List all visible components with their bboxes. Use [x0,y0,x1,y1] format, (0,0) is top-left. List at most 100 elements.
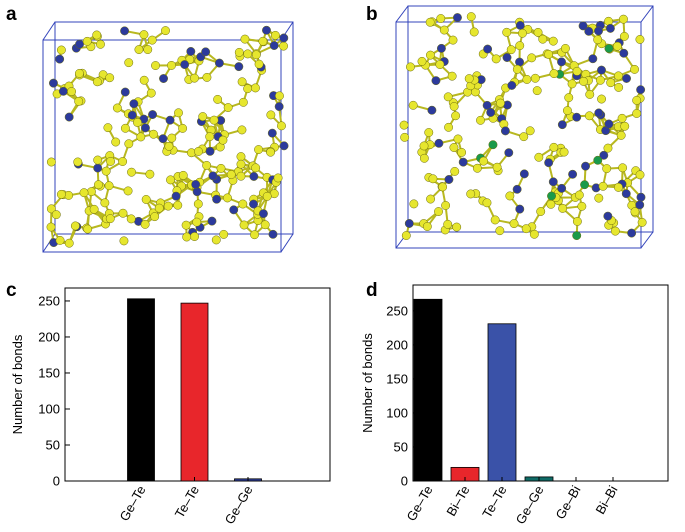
atom [472,163,482,173]
atom [605,23,615,33]
atom [572,112,582,122]
atom [422,222,432,231]
atom [56,45,66,55]
atom [548,177,558,187]
box-edge [395,5,409,23]
atom [120,123,130,133]
atom [89,204,99,214]
y-tick-label: 150 [386,371,408,386]
atom [509,219,519,229]
atom [585,90,595,99]
atom [431,76,441,86]
atom [93,155,103,165]
atom [632,109,642,118]
atom [637,217,647,227]
atom [254,145,264,155]
x-tick-label: Ge–Ge [513,483,547,527]
x-tick-label: Te–Te [172,483,202,521]
atom [133,118,142,127]
atom [525,126,535,136]
atom [610,226,620,236]
atom [239,220,249,230]
atom [212,194,222,204]
atom [202,160,212,170]
atom [205,132,215,142]
y-axis-label: Number of bonds [10,334,25,434]
atom [163,201,173,211]
atom [447,71,457,81]
atom [237,125,247,135]
y-tick-label: 50 [46,437,60,452]
atom [270,30,280,40]
atom [572,66,582,76]
atom [602,164,612,174]
atom [558,203,568,213]
y-tick-label: 100 [38,401,60,416]
atom [518,28,527,38]
x-tick-label: Ge–Te [403,483,435,524]
atom [64,238,74,248]
atom [67,87,77,96]
atom [636,85,646,95]
atom [614,82,624,92]
atom [236,159,246,169]
atom [606,78,616,88]
atom [504,148,514,158]
atom [164,141,174,151]
atom [404,219,414,228]
atom [145,169,155,179]
bar [487,323,517,482]
atom [559,147,569,157]
atom [574,190,584,200]
atom [557,183,567,193]
atom [240,34,250,44]
atom [105,214,115,224]
atom [486,108,496,117]
atom [267,128,277,138]
atom [533,27,543,37]
x-tick-label: Bi–Bi [592,483,620,517]
atom [439,25,449,35]
atom [159,74,168,83]
atom [426,194,436,204]
atom [427,105,437,115]
atom [167,133,177,143]
atom [101,166,111,176]
atom [192,217,202,227]
atom [547,191,556,201]
atom [452,13,462,23]
atom [123,186,133,196]
atom [557,120,567,130]
y-tick-label: 200 [386,337,408,352]
atom [479,156,488,166]
atom [457,147,467,157]
atom [593,35,603,45]
atom [529,229,539,239]
atom [562,106,572,116]
panel-label: b [366,4,378,25]
atom [408,100,418,110]
atom [612,41,622,51]
atom [544,49,554,59]
atom [449,143,459,152]
atom [613,71,623,81]
atom [616,130,626,140]
atom [58,86,68,96]
atom [103,123,113,133]
atom [178,123,188,133]
atom [466,189,476,199]
atom [515,204,525,214]
atom [275,91,284,101]
atom [234,47,244,57]
atom [236,171,246,181]
atom [213,94,223,104]
atom [614,182,623,192]
atom [118,157,128,166]
atom [604,44,614,53]
atom [222,193,232,203]
atom [262,191,272,201]
atom [594,193,604,203]
atom [112,103,122,113]
atom [158,134,168,144]
atom [83,224,93,234]
